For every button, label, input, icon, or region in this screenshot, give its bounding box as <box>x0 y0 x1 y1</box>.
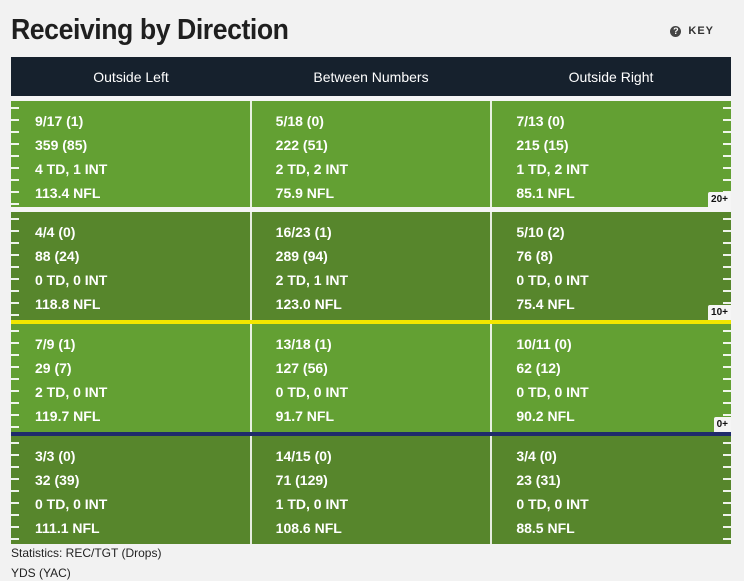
nfl-rating: 91.7 NFL <box>275 408 335 424</box>
rec-tgt-drops: 3/4 (0) <box>516 448 557 464</box>
zone-0-plus: 7/9 (1) 29 (7) 2 TD, 0 INT 119.7 NFL 13/… <box>11 324 731 432</box>
key-label: KEY <box>688 25 714 37</box>
hash-marks-right <box>723 324 731 432</box>
yard-marker: 10+ <box>708 305 731 320</box>
cell-outside-right[interactable]: 7/13 (0) 215 (15) 1 TD, 2 INT 85.1 NFL <box>490 101 731 207</box>
td-int: 2 TD, 1 INT <box>275 272 349 288</box>
td-int: 0 TD, 0 INT <box>35 496 108 512</box>
direction-header: Outside Left Between Numbers Outside Rig… <box>11 57 731 96</box>
cell-outside-right[interactable]: 5/10 (2) 76 (8) 0 TD, 0 INT 75.4 NFL <box>490 212 731 320</box>
page-title: Receiving by Direction <box>11 14 289 46</box>
help-icon: ? <box>670 25 682 37</box>
yds-yac: 32 (39) <box>35 472 80 488</box>
cell-between-numbers[interactable]: 5/18 (0) 222 (51) 2 TD, 2 INT 75.9 NFL <box>249 101 491 207</box>
cell-outside-left[interactable]: 9/17 (1) 359 (85) 4 TD, 1 INT 113.4 NFL <box>11 101 250 207</box>
yds-yac: 71 (129) <box>275 472 328 488</box>
nfl-rating: 85.1 NFL <box>516 185 575 201</box>
td-int: 1 TD, 0 INT <box>275 496 349 512</box>
hash-marks-right <box>723 436 731 544</box>
yds-yac: 29 (7) <box>35 360 72 376</box>
td-int: 1 TD, 2 INT <box>516 161 589 177</box>
cell-between-numbers[interactable]: 16/23 (1) 289 (94) 2 TD, 1 INT 123.0 NFL <box>249 212 491 320</box>
column-header-outside-left: Outside Left <box>93 68 169 85</box>
td-int: 0 TD, 0 INT <box>35 272 108 288</box>
hash-marks-left <box>11 212 19 320</box>
cell-outside-left[interactable]: 4/4 (0) 88 (24) 0 TD, 0 INT 118.8 NFL <box>11 212 250 320</box>
cell-outside-right[interactable]: 10/11 (0) 62 (12) 0 TD, 0 INT 90.2 NFL <box>490 324 731 432</box>
key-button[interactable]: ? KEY <box>670 25 714 37</box>
yds-yac: 76 (8) <box>516 248 553 264</box>
first-down-line <box>11 320 731 324</box>
yds-yac: 127 (56) <box>275 360 328 376</box>
td-int: 4 TD, 1 INT <box>35 161 108 177</box>
yds-yac: 88 (24) <box>35 248 80 264</box>
rec-tgt-drops: 14/15 (0) <box>275 448 332 464</box>
field-grid: 9/17 (1) 359 (85) 4 TD, 1 INT 113.4 NFL … <box>11 96 731 544</box>
yard-marker: 0+ <box>713 417 731 432</box>
yds-yac: 222 (51) <box>275 137 328 153</box>
cell-outside-right[interactable]: 3/4 (0) 23 (31) 0 TD, 0 INT 88.5 NFL <box>490 436 731 544</box>
footer-yards-legend: YDS (YAC) <box>11 566 71 580</box>
nfl-rating: 108.6 NFL <box>275 520 342 536</box>
yard-marker: 20+ <box>708 192 731 207</box>
cell-outside-left[interactable]: 7/9 (1) 29 (7) 2 TD, 0 INT 119.7 NFL <box>11 324 250 432</box>
nfl-rating: 111.1 NFL <box>35 520 100 536</box>
cell-between-numbers[interactable]: 14/15 (0) 71 (129) 1 TD, 0 INT 108.6 NFL <box>249 436 491 544</box>
nfl-rating: 113.4 NFL <box>35 185 101 201</box>
nfl-rating: 119.7 NFL <box>35 408 101 424</box>
line-of-scrimmage <box>11 432 731 436</box>
td-int: 2 TD, 2 INT <box>275 161 349 177</box>
nfl-rating: 118.8 NFL <box>35 296 101 312</box>
rec-tgt-drops: 7/13 (0) <box>516 113 565 129</box>
rec-tgt-drops: 16/23 (1) <box>275 224 332 240</box>
td-int: 2 TD, 0 INT <box>35 384 108 400</box>
rec-tgt-drops: 5/10 (2) <box>516 224 565 240</box>
nfl-rating: 88.5 NFL <box>516 520 575 536</box>
rec-tgt-drops: 4/4 (0) <box>35 224 76 240</box>
td-int: 0 TD, 0 INT <box>516 272 589 288</box>
hash-marks-left <box>11 436 19 544</box>
td-int: 0 TD, 0 INT <box>516 384 589 400</box>
yds-yac: 62 (12) <box>516 360 561 376</box>
yds-yac: 359 (85) <box>35 137 88 153</box>
nfl-rating: 75.4 NFL <box>516 296 575 312</box>
hash-marks-right <box>723 212 731 320</box>
nfl-rating: 90.2 NFL <box>516 408 575 424</box>
zone-behind-line: 3/3 (0) 32 (39) 0 TD, 0 INT 111.1 NFL 14… <box>11 436 731 544</box>
hash-marks-right <box>723 101 731 207</box>
yds-yac: 289 (94) <box>275 248 328 264</box>
zone-20-plus: 9/17 (1) 359 (85) 4 TD, 1 INT 113.4 NFL … <box>11 101 731 207</box>
rec-tgt-drops: 9/17 (1) <box>35 113 84 129</box>
rec-tgt-drops: 5/18 (0) <box>275 113 324 129</box>
rec-tgt-drops: 13/18 (1) <box>275 336 332 352</box>
rec-tgt-drops: 10/11 (0) <box>516 336 572 352</box>
hash-marks-left <box>11 324 19 432</box>
cell-outside-left[interactable]: 3/3 (0) 32 (39) 0 TD, 0 INT 111.1 NFL <box>11 436 250 544</box>
yds-yac: 215 (15) <box>516 137 569 153</box>
column-header-between-numbers: Between Numbers <box>313 68 429 85</box>
cell-between-numbers[interactable]: 13/18 (1) 127 (56) 0 TD, 0 INT 91.7 NFL <box>249 324 491 432</box>
nfl-rating: 75.9 NFL <box>275 185 335 201</box>
column-header-outside-right: Outside Right <box>568 68 654 85</box>
footer-stats-legend: Statistics: REC/TGT (Drops) <box>11 546 162 560</box>
td-int: 0 TD, 0 INT <box>275 384 349 400</box>
nfl-rating: 123.0 NFL <box>275 296 342 312</box>
rec-tgt-drops: 3/3 (0) <box>35 448 76 464</box>
rec-tgt-drops: 7/9 (1) <box>35 336 76 352</box>
yds-yac: 23 (31) <box>516 472 561 488</box>
td-int: 0 TD, 0 INT <box>516 496 589 512</box>
zone-10-plus: 4/4 (0) 88 (24) 0 TD, 0 INT 118.8 NFL 16… <box>11 212 731 320</box>
hash-marks-left <box>11 101 19 207</box>
